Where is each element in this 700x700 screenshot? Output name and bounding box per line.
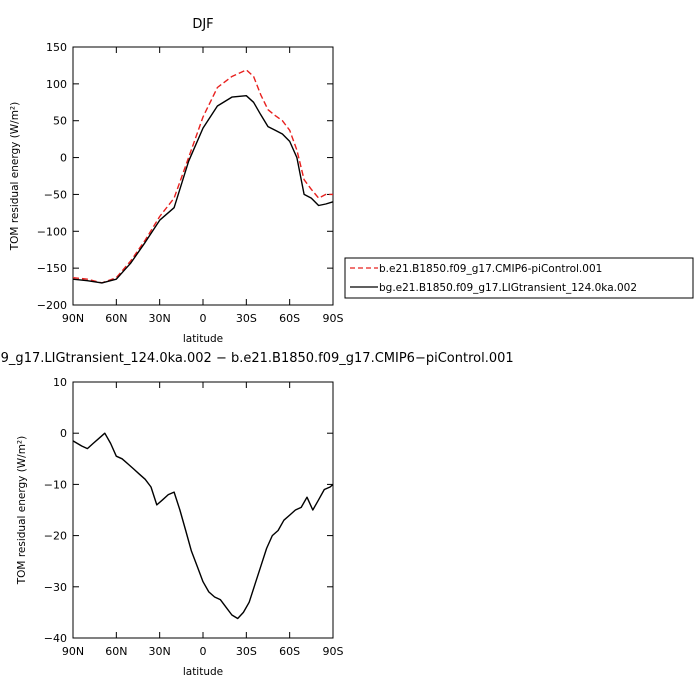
bottom-chart-panel: bg.e21.B1850.f09_g17.LIGtransient_124.0k…: [0, 351, 514, 678]
bottom-plot-frame: [72, 381, 334, 639]
top-x-axis-title: latitude: [183, 333, 223, 345]
x-tick-label: 60S: [279, 312, 300, 325]
bottom-x-axis-title: latitude: [183, 666, 223, 678]
top-y-axis-title: TOM residual energy (W/m²): [9, 102, 21, 252]
top-x-ticks: 90N 60N 30N 0 30S 60S 90S: [62, 47, 344, 325]
y-tick-label: −30: [44, 581, 67, 594]
y-tick-label: −10: [44, 478, 67, 491]
x-tick-label: 30N: [149, 312, 171, 325]
y-tick-label: 50: [53, 115, 67, 128]
x-tick-label: 0: [200, 312, 207, 325]
x-tick-label: 60N: [105, 645, 127, 658]
y-tick-label: 0: [60, 427, 67, 440]
x-tick-label: 30S: [236, 312, 257, 325]
top-y-ticks: 150 100 50 0 −50 −100 −150 −200: [37, 41, 333, 312]
bottom-chart-title: bg.e21.B1850.f09_g17.LIGtransient_124.0k…: [0, 351, 514, 366]
bottom-y-axis-title: TOM residual energy (W/m²): [16, 436, 28, 586]
x-tick-label: 90N: [62, 645, 84, 658]
x-tick-label: 90N: [62, 312, 84, 325]
x-tick-label: 30S: [236, 645, 257, 658]
x-tick-label: 60N: [105, 312, 127, 325]
x-tick-label: 30N: [149, 645, 171, 658]
legend-label-lig: bg.e21.B1850.f09_g17.LIGtransient_124.0k…: [379, 282, 637, 294]
y-tick-label: −150: [37, 262, 67, 275]
y-tick-label: 0: [60, 152, 67, 165]
bottom-series-lines: [72, 432, 334, 620]
top-chart-panel: DJF 150 100 50 0 −50 −100 −150 −200 90N 60N 30N 0 3…: [9, 17, 694, 345]
y-tick-label: −100: [37, 225, 67, 238]
y-tick-label: 150: [46, 41, 67, 54]
x-tick-label: 0: [200, 645, 207, 658]
y-tick-label: −40: [44, 632, 67, 645]
y-tick-label: −50: [44, 188, 67, 201]
y-tick-label: 100: [46, 78, 67, 91]
x-tick-label: 60S: [279, 645, 300, 658]
bottom-y-ticks: 10 0 −10 −20 −30 −40: [44, 376, 333, 645]
bottom-x-ticks: 90N 60N 30N 0 30S 60S 90S: [62, 382, 344, 658]
top-plot-frame: [72, 46, 334, 306]
legend-label-control: b.e21.B1850.f09_g17.CMIP6-piControl.001: [379, 263, 602, 275]
series-line-0: [72, 432, 334, 620]
top-chart-title: DJF: [192, 17, 213, 32]
series-line-0: [72, 69, 333, 284]
y-tick-label: 10: [53, 376, 67, 389]
legend-frame: [344, 257, 694, 299]
y-tick-label: −20: [44, 530, 67, 543]
x-tick-label: 90S: [323, 312, 344, 325]
x-tick-label: 90S: [323, 645, 344, 658]
top-series-lines: [72, 69, 334, 284]
series-line-1: [72, 94, 334, 284]
y-tick-label: −200: [37, 299, 67, 312]
legend: b.e21.B1850.f09_g17.CMIP6-piControl.001 …: [344, 257, 694, 299]
